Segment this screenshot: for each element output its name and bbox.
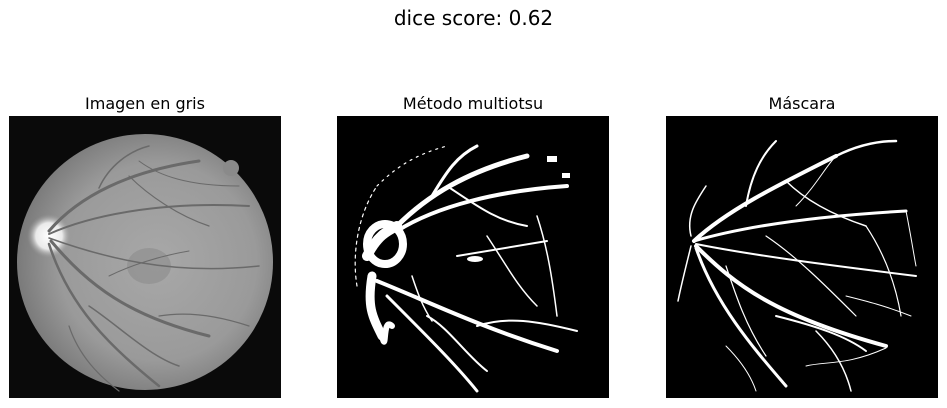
grayscale-retina-image <box>9 116 281 398</box>
panel-title-mask: Máscara <box>768 94 836 113</box>
panel-title-grayscale: Imagen en gris <box>85 94 205 113</box>
panel-mask: Máscara <box>666 92 938 398</box>
panel-title-multiotsu: Método multiotsu <box>402 94 544 113</box>
panel-grayscale: Imagen en gris <box>9 92 281 398</box>
panel-multiotsu: Método multiotsu <box>337 92 609 398</box>
multiotsu-segmentation-image <box>337 116 609 398</box>
figure-suptitle: dice score: 0.62 <box>393 6 554 30</box>
mask-image <box>666 116 938 398</box>
